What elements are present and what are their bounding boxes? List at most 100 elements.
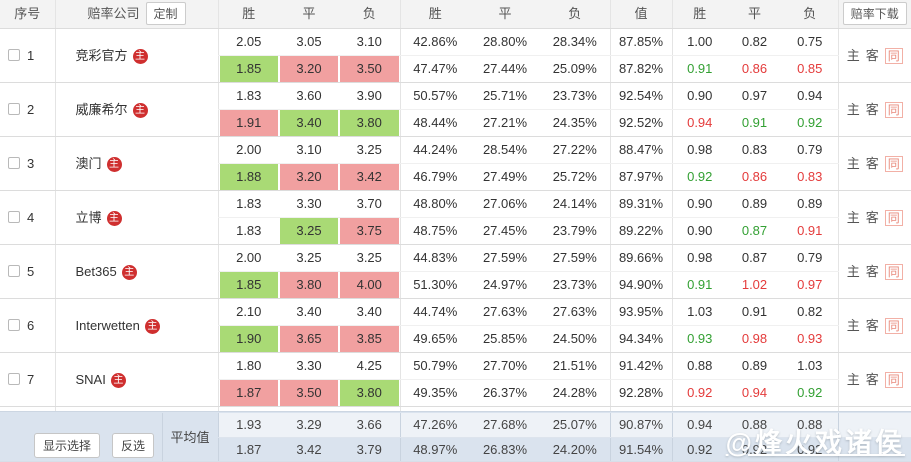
- away-link[interactable]: 客: [865, 263, 879, 279]
- kelly-cell: 0.91: [727, 109, 782, 137]
- show-selected-button[interactable]: 显示选择: [34, 433, 101, 458]
- percent-cell: 25.72%: [540, 163, 610, 191]
- kelly-cell: 0.94: [671, 109, 727, 137]
- empty-cell: [837, 437, 911, 461]
- company-name[interactable]: Bet365: [75, 263, 117, 279]
- row-checkbox[interactable]: [8, 373, 20, 386]
- same-link[interactable]: 同: [884, 101, 903, 118]
- invert-selection-button[interactable]: 反选: [112, 433, 155, 458]
- column-header-pct-draw: 平: [470, 0, 540, 29]
- bookmaker-row-live: 1.85 3.20 3.50 47.47% 27.44% 25.09% 87.82% 0.91…: [0, 55, 911, 83]
- row-checkbox[interactable]: [8, 211, 20, 224]
- avg-kelly-cell: 0.92: [782, 437, 838, 461]
- company-name[interactable]: 威廉希尔: [75, 101, 128, 117]
- odds-cell: 2.05: [217, 28, 279, 56]
- odds-cell: 3.75: [339, 217, 400, 245]
- percent-cell: 28.34%: [540, 28, 610, 56]
- company-cell: SNAI 主: [54, 352, 218, 407]
- odds-value-up: 3.25: [280, 218, 338, 244]
- avg-kelly-cell: 0.92: [671, 437, 727, 461]
- odds-cell: 3.50: [279, 379, 339, 407]
- odds-cell: 3.40: [339, 298, 400, 326]
- average-row-live: 1.87 3.42 3.79 48.97% 26.83% 24.20% 91.54% 0.92…: [0, 437, 911, 461]
- odds-detail-links: 主客同: [837, 298, 911, 353]
- bookmaker-row: 7 SNAI 主 1.80 3.30 4.25 50.79% 27.70% 21.51% 91.4…: [0, 352, 911, 407]
- odds-value-down: 3.65: [280, 326, 338, 352]
- odds-cell: 1.87: [217, 379, 279, 407]
- kelly-cell: 0.91: [782, 217, 838, 245]
- same-link[interactable]: 同: [884, 371, 903, 388]
- percent-cell: 24.14%: [540, 190, 610, 218]
- percent-cell: 24.50%: [540, 325, 610, 353]
- odds-value-up: 1.90: [219, 326, 278, 352]
- column-header-seq: 序号: [0, 0, 55, 29]
- odds-download-button[interactable]: 赔率下载: [842, 2, 907, 25]
- odds-value: 3.70: [356, 196, 382, 211]
- row-checkbox[interactable]: [8, 157, 20, 170]
- avg-odds-cell: 3.79: [339, 437, 400, 461]
- percent-cell: 47.47%: [399, 55, 470, 83]
- avg-percent-cell: 27.68%: [470, 413, 540, 438]
- kelly-cell: 0.92: [671, 163, 727, 191]
- percent-cell: 24.35%: [540, 109, 610, 137]
- odds-detail-links: 主客同: [837, 136, 911, 191]
- odds-value: 3.10: [356, 34, 382, 49]
- away-link[interactable]: 客: [865, 101, 879, 117]
- column-header-odds-win: 胜: [217, 0, 279, 29]
- row-checkbox[interactable]: [8, 103, 20, 116]
- same-link[interactable]: 同: [884, 47, 903, 64]
- bookmaker-row-live: 1.90 3.65 3.85 49.65% 25.85% 24.50% 94.34% 0.93…: [0, 325, 911, 353]
- home-link[interactable]: 主: [846, 47, 860, 63]
- same-link[interactable]: 同: [884, 209, 903, 226]
- main-badge: 主: [106, 210, 122, 226]
- odds-cell: 3.85: [339, 325, 400, 353]
- row-index: 5: [27, 263, 35, 279]
- kelly-cell: 0.89: [727, 352, 782, 380]
- row-checkbox[interactable]: [8, 49, 20, 62]
- home-link[interactable]: 主: [846, 317, 860, 333]
- payout-value-cell: 94.90%: [609, 271, 672, 299]
- kelly-cell: 0.86: [727, 163, 782, 191]
- odds-cell: 4.25: [339, 352, 400, 380]
- home-link[interactable]: 主: [846, 263, 860, 279]
- kelly-cell: 1.00: [671, 28, 727, 56]
- same-link[interactable]: 同: [884, 317, 903, 334]
- same-link[interactable]: 同: [884, 263, 903, 280]
- avg-kelly-cell: 0.92: [727, 437, 782, 461]
- away-link[interactable]: 客: [865, 371, 879, 387]
- kelly-cell: 0.94: [782, 82, 838, 110]
- company-name[interactable]: SNAI: [75, 371, 106, 387]
- bookmaker-row: 3 澳门主 2.00 3.10 3.25 44.24% 28.54% 27.22% 88.47%…: [0, 136, 911, 191]
- percent-cell: 27.59%: [540, 244, 610, 272]
- away-link[interactable]: 客: [865, 209, 879, 225]
- kelly-cell: 0.75: [782, 28, 838, 56]
- row-select-cell: 7: [0, 352, 55, 407]
- row-checkbox[interactable]: [8, 319, 20, 332]
- home-link[interactable]: 主: [846, 101, 860, 117]
- same-link[interactable]: 同: [884, 155, 903, 172]
- home-link[interactable]: 主: [846, 155, 860, 171]
- percent-cell: 48.80%: [399, 190, 470, 218]
- payout-value-cell: 88.47%: [609, 136, 672, 164]
- home-link[interactable]: 主: [846, 371, 860, 387]
- column-header-pct-win: 胜: [399, 0, 470, 29]
- away-link[interactable]: 客: [865, 317, 879, 333]
- percent-cell: 25.85%: [470, 325, 540, 353]
- away-link[interactable]: 客: [865, 47, 879, 63]
- company-name[interactable]: 立博: [75, 209, 102, 225]
- row-checkbox[interactable]: [8, 265, 20, 278]
- odds-value-down: 3.42: [340, 164, 399, 190]
- odds-detail-links: 主客同: [837, 352, 911, 407]
- customize-button[interactable]: 定制: [145, 2, 186, 25]
- company-name[interactable]: Interwetten: [75, 317, 140, 333]
- away-link[interactable]: 客: [865, 155, 879, 171]
- company-name[interactable]: 竞彩官方: [75, 47, 128, 63]
- odds-cell: 1.85: [217, 271, 279, 299]
- odds-cell: 1.91: [217, 109, 279, 137]
- home-link[interactable]: 主: [846, 209, 860, 225]
- odds-value-down: 3.20: [280, 56, 338, 82]
- company-name[interactable]: 澳门: [75, 155, 102, 171]
- odds-value: 1.83: [236, 223, 262, 238]
- percent-cell: 27.70%: [470, 352, 540, 380]
- row-select-cell: 2: [0, 82, 55, 137]
